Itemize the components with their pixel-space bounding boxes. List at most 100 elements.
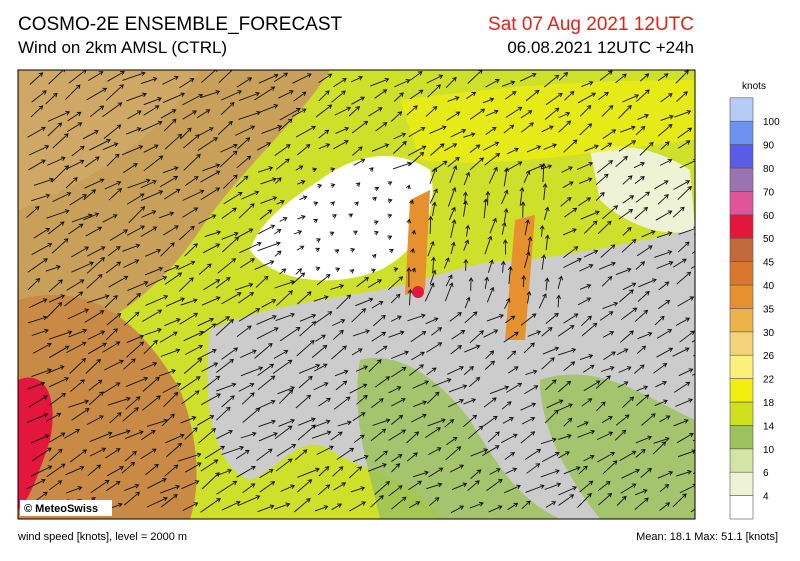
wind-arrow — [238, 91, 260, 102]
wind-arrow — [426, 74, 444, 84]
wind-arrow — [241, 392, 255, 405]
wind-arrow — [258, 73, 279, 84]
wind-arrow — [579, 123, 593, 136]
wind-arrow — [292, 73, 312, 84]
wind-arrow — [523, 251, 531, 269]
wind-arrow — [519, 187, 525, 206]
wind-arrow — [140, 226, 158, 237]
wind-arrow — [674, 110, 692, 118]
wind-arrow — [658, 281, 670, 291]
wind-arrow — [448, 206, 456, 221]
wind-arrow — [330, 431, 343, 441]
wind-arrow — [297, 291, 312, 305]
wind-arrow — [679, 483, 695, 494]
wind-arrow — [352, 454, 369, 463]
wind-arrow — [261, 299, 277, 308]
wind-arrow — [428, 215, 434, 234]
wind-arrow — [502, 239, 508, 255]
wind-arrow — [426, 342, 443, 353]
wind-arrow — [469, 108, 486, 120]
wind-arrow — [653, 362, 668, 374]
wind-arrow — [543, 206, 550, 221]
legend-label: 26 — [763, 351, 775, 362]
wind-arrow — [106, 466, 124, 477]
wind-arrow — [464, 311, 478, 324]
wind-arrow — [503, 331, 519, 343]
wind-arrow — [48, 279, 63, 293]
wind-arrow — [27, 277, 41, 291]
wind-arrow — [469, 157, 484, 171]
max-wind-area — [412, 286, 424, 298]
wind-arrow — [198, 263, 212, 275]
wind-arrow — [431, 201, 437, 217]
wind-arrow — [580, 210, 600, 220]
wind-arrow — [597, 480, 611, 492]
wind-arrow — [520, 110, 533, 119]
wind-arrow — [444, 282, 454, 302]
wind-arrow — [696, 316, 707, 326]
wind-arrow — [64, 291, 84, 307]
wind-arrow — [577, 297, 592, 306]
wind-arrow — [393, 267, 399, 272]
wind-arrow — [675, 70, 689, 84]
wind-arrow — [52, 192, 72, 203]
wind-arrow — [526, 290, 532, 304]
wind-arrow — [318, 90, 330, 102]
legend-label: 18 — [763, 398, 775, 409]
wind-arrow — [348, 106, 361, 117]
wind-arrow — [165, 297, 185, 307]
wind-arrow — [697, 415, 714, 425]
wind-arrow — [501, 80, 516, 87]
wind-arrow — [275, 177, 282, 184]
wind-arrow — [122, 243, 141, 252]
wind-arrow — [464, 296, 471, 309]
wind-arrow — [197, 348, 217, 360]
wind-arrow — [482, 445, 500, 456]
wind-arrow — [387, 235, 393, 240]
wind-arrow — [447, 156, 460, 168]
wind-arrow — [450, 128, 467, 138]
wind-arrow — [633, 162, 645, 169]
wind-arrow — [108, 275, 129, 288]
wind-arrow — [544, 234, 550, 251]
wind-arrow — [200, 170, 221, 183]
wind-arrow — [180, 127, 192, 140]
wind-arrow — [196, 415, 215, 426]
wind-arrow — [318, 397, 331, 407]
wind-arrow — [577, 492, 592, 508]
wind-arrow — [203, 279, 221, 291]
legend-swatch — [729, 97, 754, 122]
legend-swatch — [729, 448, 754, 473]
wind-arrow — [102, 142, 119, 151]
wind-arrow — [393, 140, 407, 154]
wind-arrow — [83, 189, 97, 201]
wind-arrow — [672, 347, 690, 357]
wind-arrow — [84, 178, 105, 189]
wind-arrow — [545, 501, 557, 508]
wind-arrow — [676, 469, 692, 477]
wind-arrow — [637, 113, 649, 121]
wind-arrow — [562, 228, 577, 236]
wind-arrow — [406, 105, 418, 116]
wind-arrow — [124, 430, 144, 440]
wind-arrow — [177, 260, 196, 270]
wind-arrow — [159, 176, 179, 188]
wind-arrow — [558, 494, 575, 506]
wind-arrow — [312, 167, 318, 173]
wind-arrow — [318, 143, 331, 150]
wind-arrow — [583, 454, 595, 462]
legend-label: 60 — [763, 211, 775, 222]
wind-arrow — [697, 301, 707, 307]
wind-arrow — [201, 393, 221, 406]
wind-arrow — [331, 503, 342, 511]
wind-arrow — [336, 294, 352, 310]
wind-arrow — [71, 408, 90, 421]
wind-arrow — [259, 481, 276, 493]
wind-arrow — [576, 421, 589, 428]
credit-box — [20, 500, 112, 516]
wind-arrow — [106, 481, 121, 492]
wind-arrow — [164, 265, 180, 273]
wind-arrow — [449, 165, 458, 184]
wind-arrow — [698, 483, 709, 490]
